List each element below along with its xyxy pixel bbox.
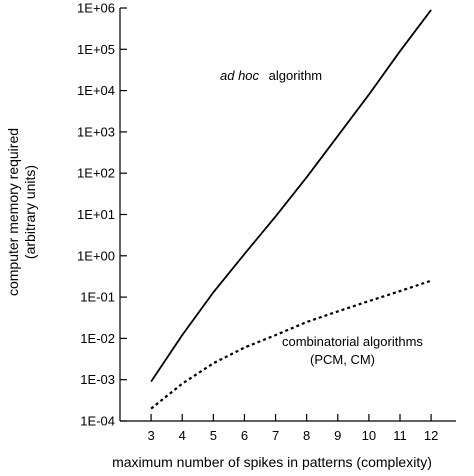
x-tick-label: 11 <box>393 428 407 443</box>
series-label-combinatorial-line1: combinatorial algorithms <box>282 334 423 349</box>
series-label-ad-hoc-italic: ad hoc <box>220 68 260 83</box>
y-axis-title-line1: computer memory required <box>5 128 21 296</box>
series-label-ad-hoc-rest: algorithm <box>269 68 322 83</box>
y-tick-label: 1E+03 <box>77 124 115 139</box>
x-axis-title: maximum number of spikes in patterns (co… <box>112 454 432 470</box>
y-tick-label: 1E-02 <box>80 331 115 346</box>
y-tick-label: 1E+01 <box>77 207 115 222</box>
y-tick-label: 1E-04 <box>80 414 115 429</box>
y-axis-title-line2: (arbitrary units) <box>22 165 38 259</box>
y-tick-label: 1E-01 <box>80 290 115 305</box>
x-tick-label: 4 <box>179 428 186 443</box>
tick-labels: 1E+06 1E+05 1E+04 1E+03 1E+02 1E+01 1E+00 1E-01… <box>77 1 438 444</box>
series-label-ad-hoc: ad hoc algorithm <box>220 68 322 83</box>
y-tick-label: 1E+04 <box>77 83 115 98</box>
x-tick-label: 10 <box>362 428 376 443</box>
y-axis-title: computer memory required (arbitrary unit… <box>5 128 38 296</box>
x-tick-label: 9 <box>334 428 341 443</box>
x-tick-label: 6 <box>241 428 248 443</box>
tick-marks <box>120 7 432 422</box>
x-tick-label: 7 <box>272 428 279 443</box>
x-tick-label: 8 <box>303 428 310 443</box>
y-tick-label: 1E+00 <box>77 248 115 263</box>
series-label-combinatorial-line2: (PCM, CM) <box>310 352 375 367</box>
y-tick-label: 1E+06 <box>77 1 115 16</box>
series-lines <box>150 9 432 410</box>
x-tick-label: 5 <box>210 428 217 443</box>
series-line-combinatorial <box>150 279 432 410</box>
x-tick-label: 3 <box>147 428 154 443</box>
x-tick-label: 12 <box>424 428 438 443</box>
y-tick-label: 1E+05 <box>77 42 115 57</box>
y-tick-label: 1E-03 <box>80 372 115 387</box>
series-line-ad-hoc <box>150 9 432 383</box>
y-tick-label: 1E+02 <box>77 166 115 181</box>
